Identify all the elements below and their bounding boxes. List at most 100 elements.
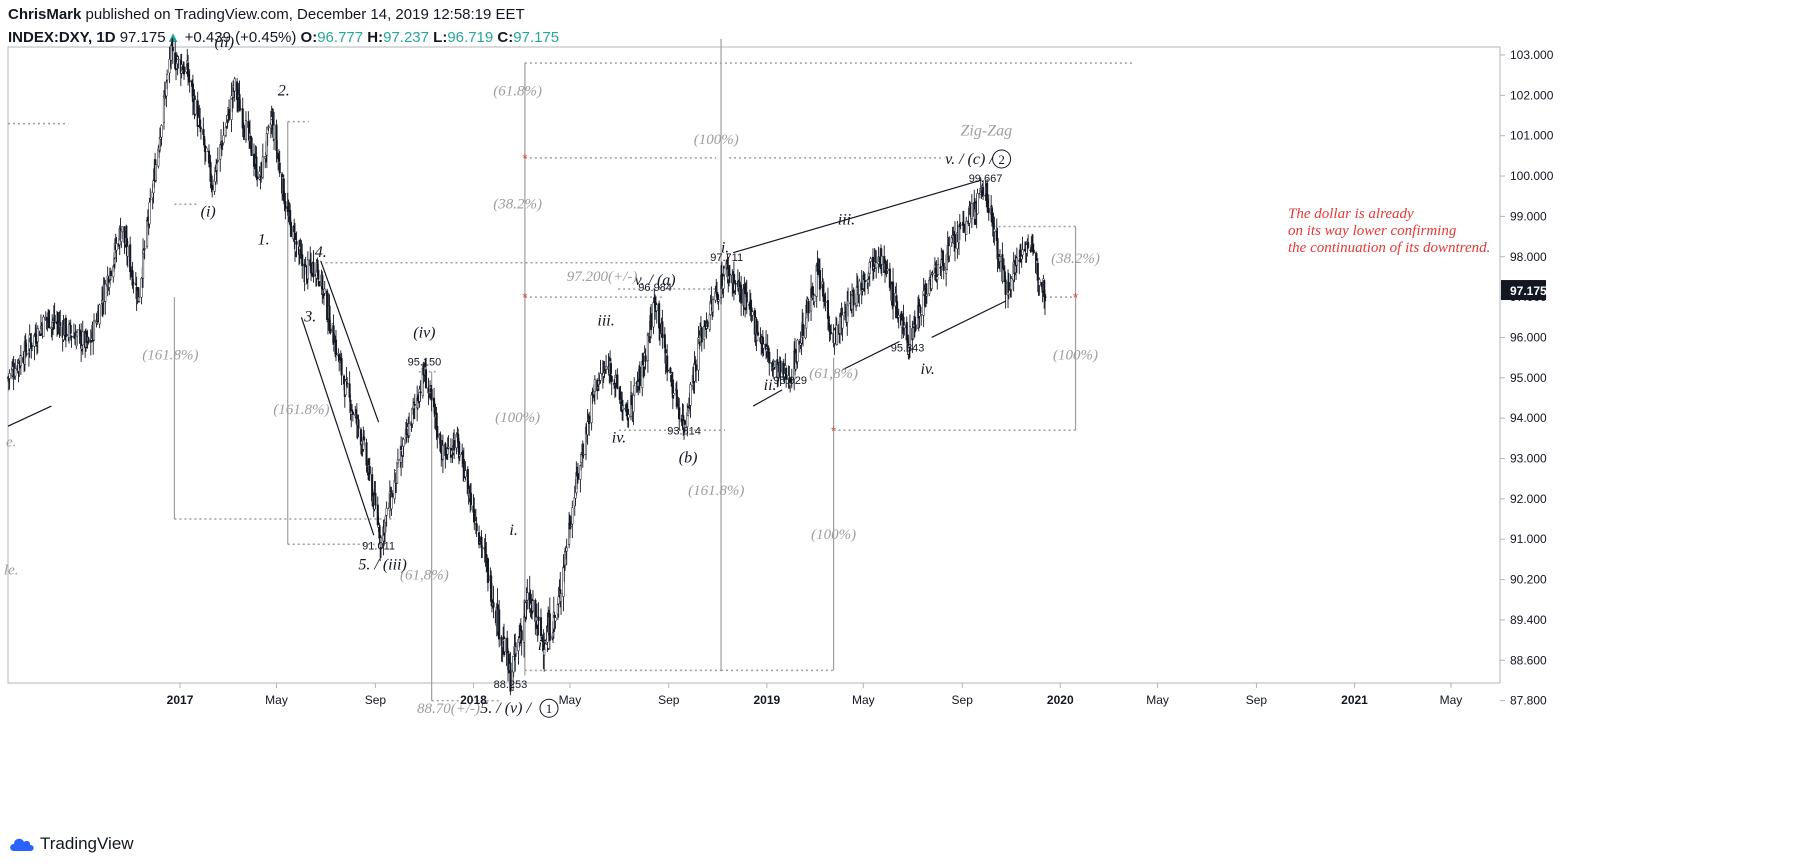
candle-body — [278, 162, 281, 174]
wave-label: (i) — [201, 203, 216, 220]
candle-body — [818, 270, 821, 290]
candle-body — [1004, 279, 1007, 295]
publish-info: ChrisMark published on TradingView.com, … — [8, 6, 525, 23]
candle-body — [790, 379, 793, 381]
candle-body — [937, 264, 940, 275]
wave-label: i. — [721, 240, 729, 257]
candle-body — [557, 596, 560, 604]
candle-body — [627, 414, 630, 418]
candle-body — [132, 282, 135, 284]
candle-body — [273, 124, 276, 140]
fib-label: e. — [6, 434, 16, 450]
candle-body — [655, 304, 658, 312]
trend-line — [300, 317, 375, 536]
candle-body — [402, 438, 405, 447]
candle-body — [908, 326, 912, 348]
candle-body — [376, 504, 379, 525]
candle-body — [1021, 249, 1024, 256]
candle-body — [830, 331, 833, 334]
candle-body — [813, 295, 816, 302]
candle-body — [317, 269, 320, 280]
candle-body — [569, 525, 572, 528]
candle-body — [334, 339, 338, 355]
candle-body — [576, 473, 580, 480]
y-tick-label: 88.600 — [1510, 653, 1547, 667]
channel-lower-line — [752, 389, 783, 407]
candle-body — [444, 443, 447, 456]
candle-body — [920, 314, 923, 316]
candle-body — [109, 270, 112, 277]
y-tick-label: 91.000 — [1510, 532, 1547, 546]
candle-body — [1015, 257, 1018, 266]
candle-body — [441, 445, 444, 460]
wave-circle-icon — [539, 698, 559, 718]
x-tick-label: Sep — [365, 693, 387, 707]
candle-body — [700, 327, 703, 343]
fib-target-star: * — [522, 151, 527, 166]
plot-frame — [7, 46, 1501, 684]
candle-body — [188, 80, 191, 83]
tradingview-cloud-icon — [10, 838, 34, 851]
wave-label: ii. — [764, 377, 777, 394]
candle-body — [81, 331, 84, 346]
candle-body — [47, 310, 51, 328]
fib-label: (100%) — [1053, 348, 1098, 364]
candle-body — [942, 262, 945, 271]
fib-label: (161.8%) — [273, 402, 329, 418]
candle-body — [289, 222, 293, 237]
pivot-price-label: 95.029 — [773, 375, 807, 387]
candle-body — [357, 419, 360, 429]
candle-body — [869, 258, 872, 262]
candle-body — [663, 334, 666, 348]
candle-body — [768, 351, 771, 364]
candle-body — [115, 243, 118, 251]
candle-body — [970, 202, 973, 220]
candle-body — [481, 547, 484, 549]
candle-body — [579, 465, 582, 480]
candle-body — [160, 125, 163, 138]
candle-body — [616, 374, 619, 389]
candle-body — [241, 108, 244, 129]
candle-body — [548, 613, 551, 641]
candle-body — [209, 162, 212, 182]
y-tick-label: 92.000 — [1510, 492, 1547, 506]
candle-body — [948, 245, 951, 257]
candle-body — [323, 288, 326, 294]
candle-body — [233, 78, 236, 92]
open-value: 96.777 — [317, 29, 364, 46]
x-tick-label: May — [559, 693, 582, 707]
y-tick-label: 102.000 — [1510, 88, 1554, 102]
candle-body — [695, 364, 698, 371]
candle-body — [982, 186, 985, 196]
candle-body — [64, 317, 67, 338]
candle-body — [835, 325, 838, 345]
candle-body — [408, 423, 411, 436]
change-value: +0.439 (+0.45%) — [184, 29, 297, 46]
fib-label: (61,8%) — [400, 568, 449, 584]
tradingview-logo[interactable]: TradingView — [8, 834, 134, 854]
wave-label: Zig-Zag — [961, 123, 1013, 140]
candle-body — [796, 339, 799, 362]
axes: 103.000 102.000 101.000 100.000 99.000 98.000… — [167, 48, 1554, 708]
candle-body — [509, 662, 512, 692]
fib-label: le. — [4, 563, 19, 579]
candle-body — [537, 616, 540, 621]
candle-body — [1010, 278, 1013, 290]
candle-body — [892, 281, 895, 307]
candle-body — [610, 376, 613, 382]
candle-body — [880, 255, 883, 265]
author-name[interactable]: ChrisMark — [8, 6, 82, 23]
candle-body — [289, 209, 292, 221]
candle-body — [554, 617, 557, 622]
candle-body — [312, 262, 315, 277]
x-tick-label: Sep — [658, 693, 680, 707]
candle-body — [436, 426, 439, 438]
candle-body — [424, 369, 428, 389]
candle-body — [342, 375, 346, 385]
candle-body — [678, 407, 681, 420]
candle-body — [221, 142, 224, 146]
candle-body — [1032, 249, 1035, 254]
candle-body — [1003, 271, 1006, 279]
candle-body — [723, 267, 726, 276]
